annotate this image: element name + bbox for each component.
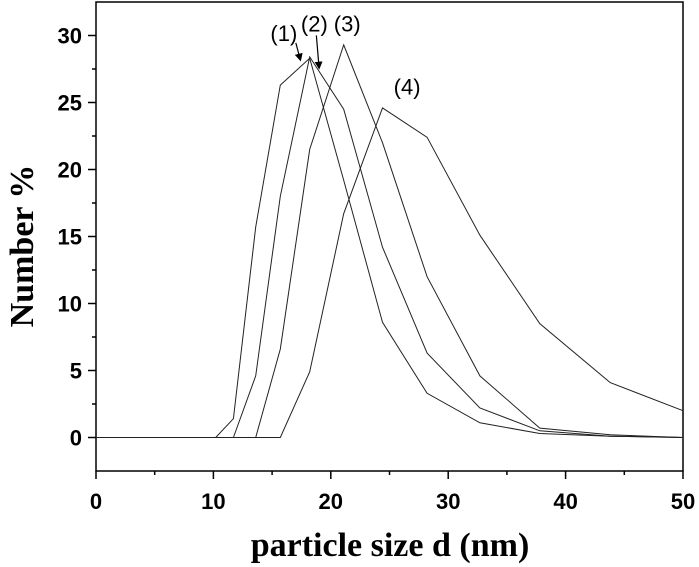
x-tick-label: 40: [553, 489, 577, 514]
series-group: [96, 43, 684, 438]
y-tick-label: 5: [70, 359, 82, 384]
series-line-4: [96, 107, 684, 438]
y-tick-label: 30: [58, 24, 82, 49]
annotations: (1) (2) (3) (4): [270, 11, 420, 99]
plot-frame: [95, 1, 684, 472]
series-label-2: (2): [301, 11, 328, 36]
y-axis-title: Number %: [4, 165, 41, 328]
series-line-2: [96, 55, 684, 438]
series-label-3: (3): [334, 11, 361, 36]
x-axis-title: particle size d (nm): [251, 527, 530, 564]
x-tick-label: 10: [201, 489, 225, 514]
y-tick-label: 10: [58, 292, 82, 317]
x-tick-label: 30: [436, 489, 460, 514]
axes: 0 10 20 30 40 50 0 5 10 15 20 25 30: [58, 1, 695, 514]
series-line-1: [96, 57, 684, 438]
label-arrow-1: [294, 42, 303, 62]
x-tick-label: 0: [90, 489, 102, 514]
y-tick-label: 15: [58, 225, 82, 250]
y-tick-label: 20: [58, 158, 82, 183]
series-label-1: (1): [270, 21, 297, 46]
series-line-3: [96, 43, 684, 438]
y-tick-label: 25: [58, 91, 82, 116]
label-arrow-2: [314, 35, 323, 70]
y-tick-label: 0: [70, 426, 82, 451]
x-tick-label: 20: [319, 489, 343, 514]
series-label-4: (4): [394, 74, 421, 99]
x-tick-label: 50: [671, 489, 695, 514]
